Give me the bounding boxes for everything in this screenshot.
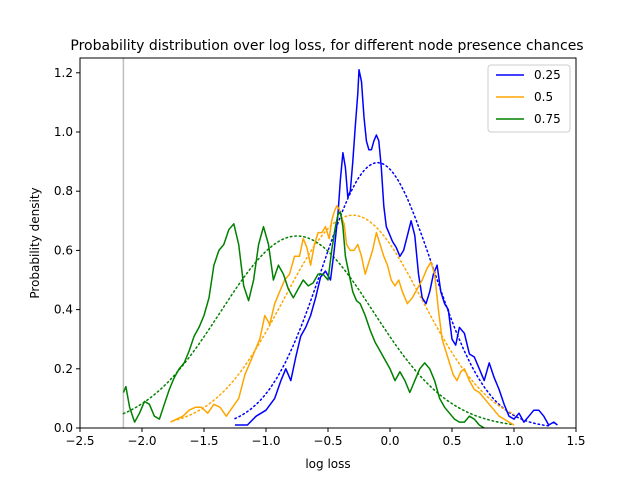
- x-axis: −2.5 −2.0 −1.5 −1.0 −0.5 0.0 0.5 1.0 1.5: [65, 428, 586, 448]
- legend-label: 0.25: [534, 68, 561, 82]
- y-tick-label: 1.2: [54, 66, 73, 80]
- y-tick-label: 1.0: [54, 125, 73, 139]
- y-tick-label: 0.4: [54, 303, 73, 317]
- chart-title: Probability distribution over log loss, …: [70, 38, 583, 54]
- x-tick-label: −2.0: [127, 434, 156, 448]
- normal-fit-0.5: [172, 214, 515, 422]
- normal-fit-0.75: [122, 235, 515, 426]
- y-tick-label: 0.8: [54, 184, 73, 198]
- x-tick-label: 0.0: [380, 434, 399, 448]
- y-tick-label: 0.6: [54, 243, 73, 257]
- x-tick-label: 0.5: [442, 434, 461, 448]
- legend-label: 0.5: [534, 90, 553, 104]
- x-tick-label: −1.0: [251, 434, 280, 448]
- plot-frame: [79, 57, 577, 429]
- kde-line-0.5: [170, 205, 515, 426]
- y-tick-label: 0.2: [54, 362, 73, 376]
- x-tick-label: 1.5: [566, 434, 585, 448]
- y-axis-label: Probability density: [28, 187, 42, 298]
- kde-line-0.75: [122, 211, 485, 428]
- legend: 0.25 0.5 0.75: [487, 64, 571, 133]
- x-tick-label: −0.5: [313, 434, 342, 448]
- y-tick-label: 0.0: [54, 421, 73, 435]
- x-axis-label: log loss: [305, 457, 350, 471]
- x-tick-label: −2.5: [65, 434, 94, 448]
- legend-frame: [487, 64, 571, 133]
- normal-fit-layer: [122, 161, 552, 427]
- normal-fit-0.25: [234, 161, 552, 427]
- x-tick-label: 1.0: [504, 434, 523, 448]
- legend-label: 0.75: [534, 112, 561, 126]
- y-axis: 0.0 0.2 0.4 0.6 0.8 1.0 1.2: [54, 66, 80, 435]
- x-tick-label: −1.5: [189, 434, 218, 448]
- kde-line-0.25: [235, 69, 558, 426]
- kde-layer: [122, 69, 558, 428]
